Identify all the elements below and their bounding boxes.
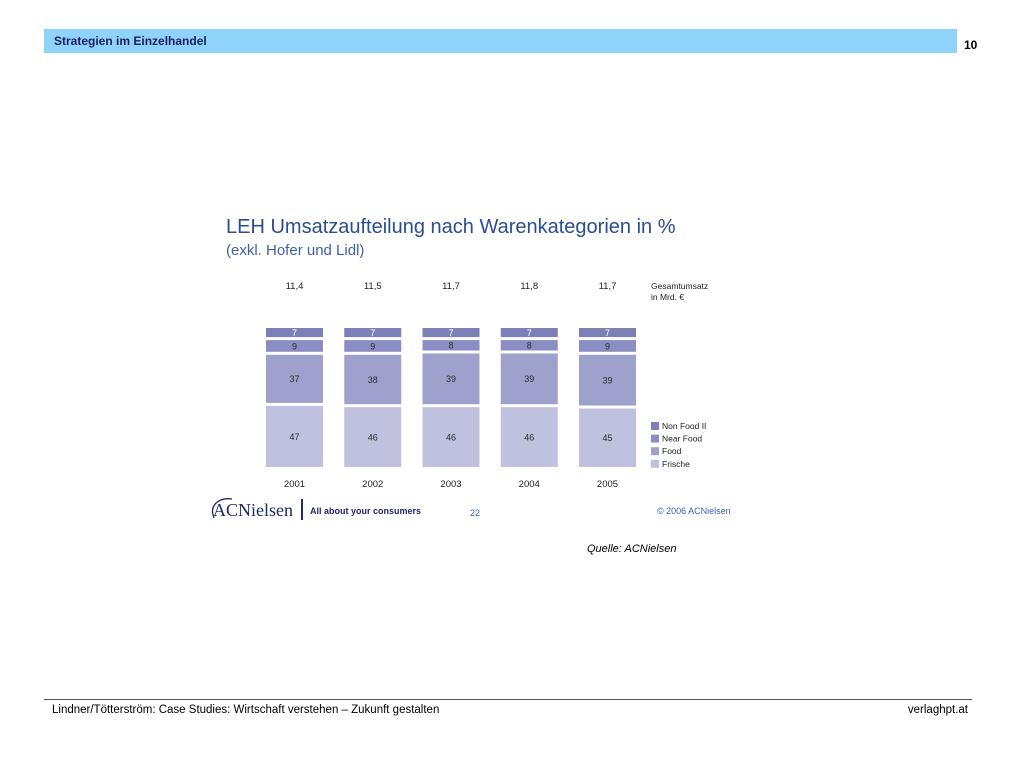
x-tick-label-2002: 2002 [362, 479, 383, 490]
x-tick-label-2003: 2003 [440, 479, 461, 490]
data-label-frische-2001: 47 [289, 432, 299, 442]
total-label-2001: 11,4 [286, 281, 304, 292]
bar-frische-2003 [422, 407, 480, 467]
bar-near-food-2001 [266, 340, 323, 352]
source-note: Quelle: ACNielsen [587, 543, 677, 555]
legend-swatch-non-food-ii [651, 422, 659, 430]
legend-label-near-food: Near Food [662, 434, 702, 444]
bar-non-food-ii-2001 [266, 328, 323, 338]
x-tick-label-2001: 2001 [284, 479, 305, 490]
bar-near-food-2003 [422, 340, 480, 351]
bar-near-food-2002 [344, 340, 402, 352]
totals-caption-line: Gesamtumsatz [651, 281, 708, 291]
total-label-2005: 11,7 [599, 281, 617, 292]
data-label-frische-2005: 45 [602, 433, 612, 443]
footer-divider [44, 699, 972, 700]
legend-swatch-near-food [651, 434, 659, 443]
data-label-non-food-ii-2004: 7 [527, 328, 532, 338]
data-label-food-2005: 39 [602, 375, 612, 385]
totals-caption-line: in Mrd. € [651, 292, 684, 302]
data-label-near-food-2005: 9 [605, 341, 610, 351]
header-bar: Strategien im Einzelhandel [44, 29, 957, 53]
chart-page-number: 22 [470, 508, 481, 518]
chart-subtitle: (exkl. Hofer und Lidl) [226, 242, 365, 259]
legend-swatch-food [651, 447, 659, 456]
data-label-near-food-2001: 9 [292, 341, 297, 351]
data-label-frische-2004: 46 [524, 432, 534, 442]
data-label-non-food-ii-2002: 7 [370, 328, 375, 338]
data-label-food-2001: 37 [289, 374, 299, 384]
stacked-bar-chart: 11,4 47 37 9 7 2001 11,5 46 38 9 7 2002 11,7 46 39 8 7 20… [266, 281, 708, 490]
bar-food-2005 [579, 354, 636, 406]
logo-separator [301, 499, 303, 520]
bar-frische-2002 [344, 407, 402, 467]
bar-food-2002 [344, 354, 402, 405]
copyright: © 2006 ACNielsen [657, 506, 731, 516]
bar-frische-2005 [579, 408, 636, 467]
x-tick-label-2005: 2005 [597, 479, 618, 490]
tagline: All about your consumers [310, 506, 422, 516]
legend-label-non-food-ii: Non Food II [662, 421, 706, 431]
total-label-2004: 11,8 [520, 281, 538, 292]
bar-non-food-ii-2004 [500, 328, 558, 338]
data-label-frische-2002: 46 [368, 432, 378, 442]
data-label-food-2004: 39 [524, 374, 534, 384]
chart-title: LEH Umsatzaufteilung nach Warenkategorie… [226, 216, 676, 238]
bar-non-food-ii-2003 [422, 328, 480, 338]
section-title: Strategien im Einzelhandel [54, 34, 207, 48]
bar-near-food-2005 [579, 340, 636, 352]
data-label-non-food-ii-2005: 7 [605, 328, 610, 338]
data-label-near-food-2003: 8 [448, 341, 453, 351]
data-label-near-food-2004: 8 [527, 341, 532, 351]
data-label-near-food-2002: 9 [370, 341, 375, 351]
bar-non-food-ii-2005 [579, 328, 636, 338]
data-label-food-2003: 39 [446, 374, 456, 384]
bar-food-2003 [422, 353, 480, 405]
footer-website: verlaghpt.at [907, 704, 968, 716]
legend-swatch-frische [651, 459, 659, 468]
total-label-2002: 11,5 [364, 281, 382, 292]
bar-food-2004 [500, 353, 558, 405]
bar-frische-2004 [500, 407, 558, 467]
total-label-2003: 11,7 [442, 281, 460, 292]
data-label-food-2002: 38 [368, 375, 378, 385]
legend-label-food: Food [662, 446, 682, 456]
bar-near-food-2004 [500, 340, 558, 351]
bar-frische-2001 [266, 405, 323, 467]
bar-non-food-ii-2002 [344, 328, 402, 338]
data-label-frische-2003: 46 [446, 432, 456, 442]
logo-swoosh-icon [212, 498, 233, 519]
footer-citation: Lindner/Tötterström: Case Studies: Wirts… [52, 704, 440, 716]
logo-text: ACNielsen [213, 500, 293, 520]
legend-label-frische: Frische [662, 459, 690, 469]
x-tick-label-2004: 2004 [519, 479, 540, 490]
data-label-non-food-ii-2003: 7 [448, 328, 453, 338]
bar-food-2001 [266, 354, 323, 403]
data-label-non-food-ii-2001: 7 [292, 328, 297, 338]
page-number: 10 [964, 38, 978, 52]
acnielsen-logo: ACNielsen [212, 498, 293, 520]
